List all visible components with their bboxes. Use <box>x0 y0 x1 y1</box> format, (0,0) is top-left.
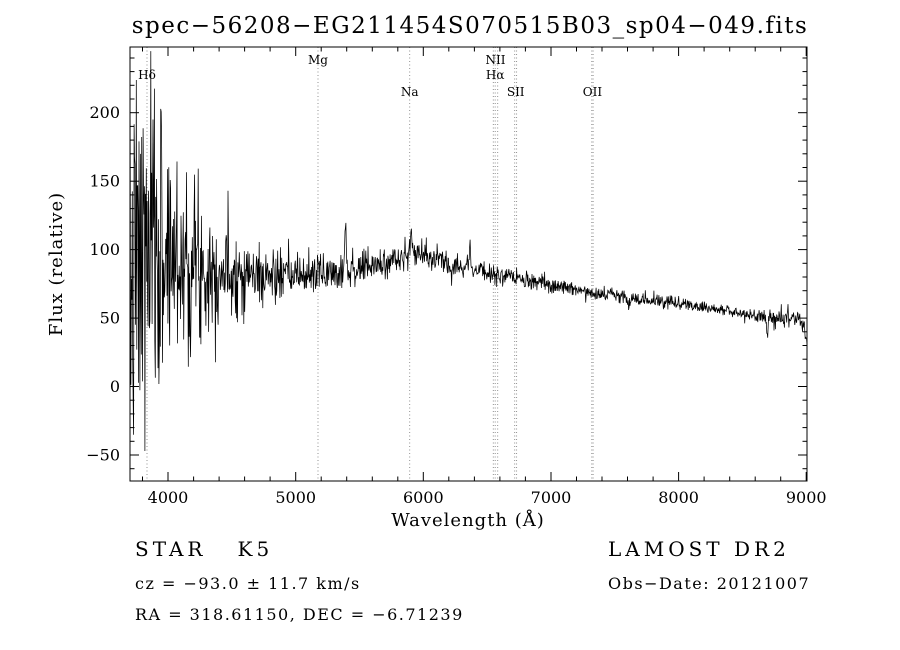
y-axis-label: Flux (relative) <box>46 192 67 336</box>
x-tick-label: 8000 <box>658 488 699 507</box>
y-tick-label: 50 <box>100 309 120 328</box>
axis-tick-labels: 4000 5000 6000 7000 8000 9000 −50 0 50 100 150 200 <box>86 103 826 507</box>
spectral-line-label: NII <box>486 53 506 67</box>
plot-frame <box>129 46 808 482</box>
y-tick-label: 100 <box>89 240 120 259</box>
spectral-line-label: Na <box>401 85 419 99</box>
x-axis-label: Wavelength (Å) <box>391 509 545 531</box>
y-tick-label: 200 <box>89 103 120 122</box>
radial-velocity-text: cz = −93.0 ± 11.7 km/s <box>135 574 361 593</box>
spectral-line-label: OII <box>583 85 603 99</box>
obs-date-text: Obs−Date: 20121007 <box>608 574 810 593</box>
spectral-line-label: Hδ <box>138 68 156 82</box>
y-tick-label: 150 <box>89 172 120 191</box>
plot-title: spec−56208−EG211454S070515B03_sp04−049.f… <box>132 13 809 39</box>
footer-annotations: STAR K5 LAMOST DR2 cz = −93.0 ± 11.7 km/… <box>135 537 810 624</box>
spectral-line-label: Mg <box>308 53 328 67</box>
spectrum-trace <box>129 51 808 452</box>
x-tick-label: 6000 <box>403 488 444 507</box>
survey-release-text: LAMOST DR2 <box>608 537 790 561</box>
x-tick-label: 4000 <box>148 488 189 507</box>
x-tick-label: 5000 <box>275 488 316 507</box>
y-tick-label: 0 <box>110 377 120 396</box>
x-tick-label: 7000 <box>531 488 572 507</box>
x-tick-label: 9000 <box>786 488 827 507</box>
object-class-text: STAR K5 <box>135 537 273 561</box>
spectral-line-label: Hα <box>486 68 505 82</box>
ra-dec-text: RA = 318.61150, DEC = −6.71239 <box>135 605 464 624</box>
y-tick-label: −50 <box>86 446 120 465</box>
spectral-line-label: SII <box>507 85 525 99</box>
